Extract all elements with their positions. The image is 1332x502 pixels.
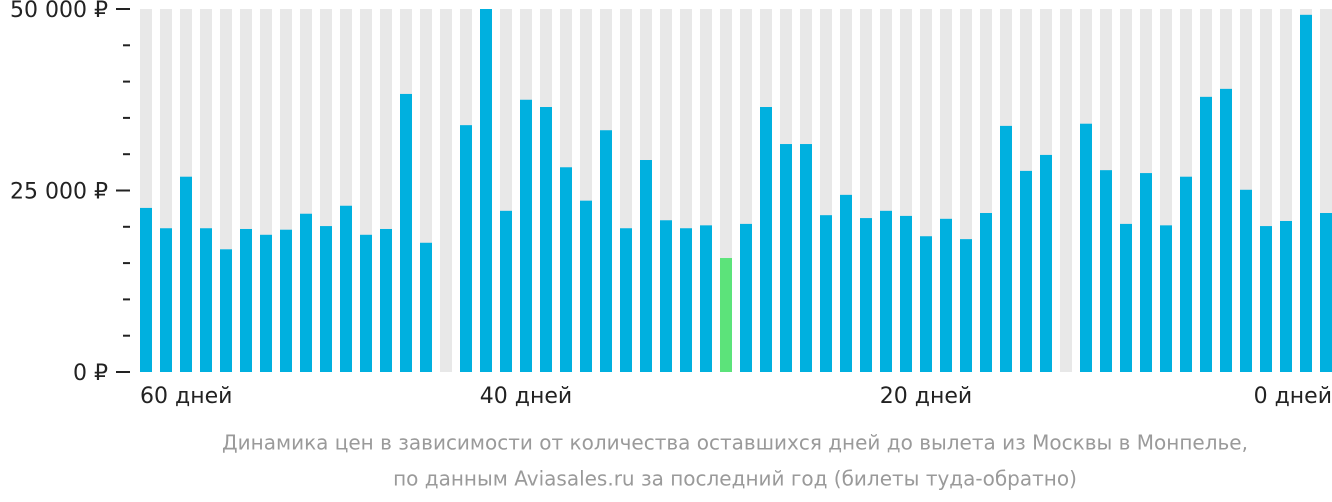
bar: [1100, 170, 1112, 372]
bar: [540, 107, 552, 372]
bar: [300, 213, 312, 372]
bar: [1200, 96, 1212, 372]
bar: [1240, 189, 1252, 372]
column-background: [1060, 9, 1072, 372]
bar: [640, 160, 652, 372]
bar: [760, 107, 772, 372]
column-background: [440, 9, 452, 372]
bar: [480, 9, 492, 372]
bar: [520, 99, 532, 372]
bar: [900, 215, 912, 372]
bar: [260, 234, 272, 372]
caption-line: Динамика цен в зависимости от количества…: [222, 431, 1248, 455]
bar: [460, 125, 472, 372]
bar: [380, 228, 392, 372]
y-tick-label: 50 000 ₽: [10, 0, 108, 23]
bar: [1300, 14, 1312, 372]
bar: [600, 130, 612, 372]
bar: [240, 228, 252, 372]
bar: [820, 215, 832, 372]
x-tick-label: 40 дней: [480, 384, 572, 409]
bar: [1020, 170, 1032, 372]
y-tick-label: 25 000 ₽: [10, 180, 108, 205]
y-tick-label: 0 ₽: [73, 361, 108, 386]
bar: [620, 228, 632, 372]
bar: [1140, 173, 1152, 372]
bar: [220, 249, 232, 372]
bar: [580, 200, 592, 372]
bar: [960, 239, 972, 372]
bar: [1280, 220, 1292, 372]
bar: [780, 144, 792, 372]
bar: [1000, 125, 1012, 372]
bar: [1120, 223, 1132, 372]
x-tick-label: 20 дней: [880, 384, 972, 409]
bar: [400, 93, 412, 372]
bar: [140, 207, 152, 372]
bar: [740, 223, 752, 372]
bar: [720, 258, 732, 372]
bar: [840, 194, 852, 372]
bar: [1260, 226, 1272, 372]
bar: [800, 144, 812, 372]
bar: [860, 218, 872, 372]
bar: [340, 205, 352, 372]
bar: [200, 228, 212, 372]
bar: [160, 228, 172, 372]
bar: [880, 210, 892, 372]
bar: [700, 225, 712, 372]
bar: [1320, 213, 1332, 372]
bar: [500, 210, 512, 372]
bar: [980, 213, 992, 372]
bar: [360, 234, 372, 372]
bar: [320, 226, 332, 372]
x-tick-label: 0 дней: [1254, 384, 1332, 409]
bar: [940, 218, 952, 372]
bar: [180, 176, 192, 372]
bar: [660, 220, 672, 372]
bar: [920, 236, 932, 372]
bar: [1180, 176, 1192, 372]
caption-line: по данным Aviasales.ru за последний год …: [393, 467, 1077, 491]
bar: [560, 167, 572, 372]
bar: [1220, 88, 1232, 373]
bar: [1080, 123, 1092, 372]
bar: [1160, 225, 1172, 372]
x-tick-label: 60 дней: [140, 384, 232, 409]
bar: [280, 229, 292, 372]
bar: [680, 228, 692, 372]
bar: [420, 242, 432, 372]
bar: [1040, 154, 1052, 372]
